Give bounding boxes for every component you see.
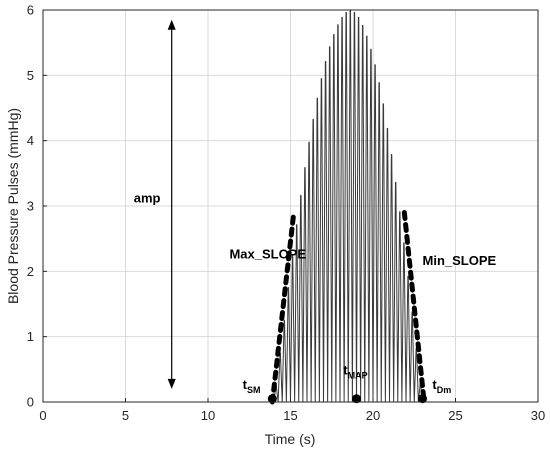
x-tick-label: 15 — [283, 408, 297, 423]
t-map-label: tMAP — [343, 363, 367, 381]
x-tick-label: 0 — [39, 408, 46, 423]
y-tick-label: 3 — [27, 199, 34, 214]
t-dm-label: tDm — [432, 377, 451, 395]
t-dm-sub: Dm — [437, 385, 452, 395]
x-tick-label: 10 — [201, 408, 215, 423]
t-dm-main: t — [432, 377, 437, 392]
y-axis-title: Blood Pressure Pulses (mmHg) — [5, 108, 21, 304]
max-slope-label: Max_SLOPE — [229, 246, 306, 261]
x-tick-label: 5 — [122, 408, 129, 423]
min-slope-label: Min_SLOPE — [423, 253, 497, 268]
amp-arrow-head-top — [167, 19, 176, 30]
t-sm-label: tSM — [243, 377, 261, 395]
amp-arrow-head-bottom — [167, 378, 176, 389]
y-tick-label: 4 — [27, 133, 34, 148]
y-tick-label: 6 — [27, 3, 34, 18]
x-tick-label: 25 — [448, 408, 462, 423]
annotations: amp Max_SLOPE Min_SLOPE tSM tMAP tDm — [134, 19, 497, 395]
axis-ticks: 0 5 10 15 20 25 30 0 1 2 3 4 5 6 — [27, 3, 545, 424]
y-tick-label: 2 — [27, 264, 34, 279]
min-slope-line — [401, 210, 427, 405]
time-marker-dot — [418, 394, 427, 404]
time-markers — [267, 394, 427, 404]
max-slope-line — [269, 210, 297, 405]
t-sm-main: t — [243, 377, 248, 392]
x-axis-title: Time (s) — [265, 431, 316, 447]
t-map-sub: MAP — [348, 371, 368, 381]
grid-lines — [43, 10, 538, 402]
y-tick-label: 5 — [27, 68, 34, 83]
time-marker-dot — [352, 394, 361, 404]
y-tick-label: 0 — [27, 395, 34, 410]
y-tick-label: 1 — [27, 329, 34, 344]
t-map-main: t — [343, 363, 348, 378]
t-sm-sub: SM — [247, 385, 261, 395]
x-tick-label: 30 — [531, 408, 545, 423]
slope-lines — [269, 210, 427, 405]
time-marker-dot — [267, 394, 277, 404]
amp-label: amp — [134, 191, 161, 206]
x-tick-label: 20 — [366, 408, 380, 423]
